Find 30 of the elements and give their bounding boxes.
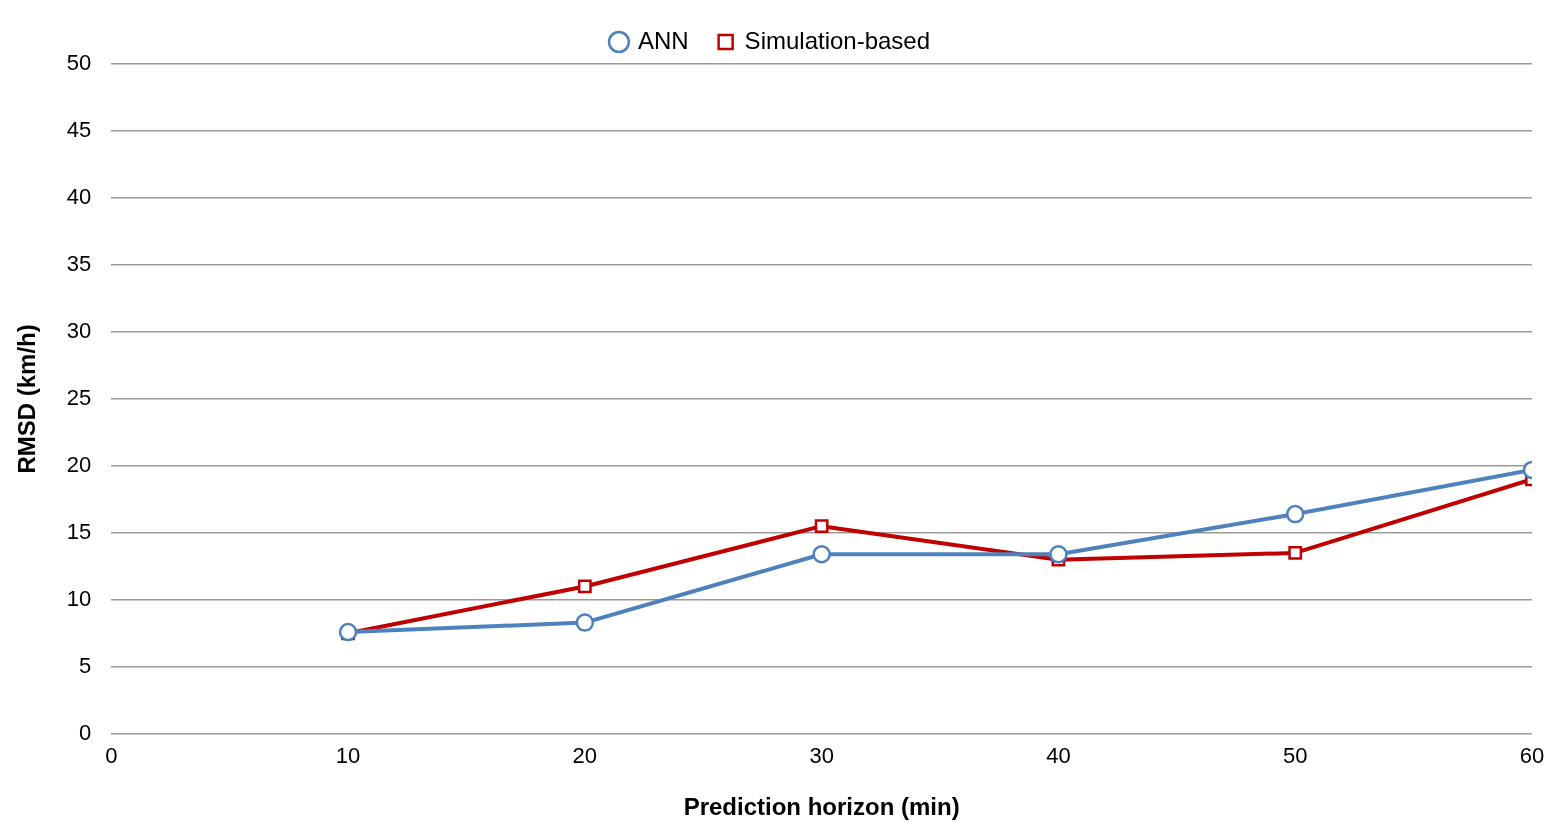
y-tick-label: 40 — [66, 184, 92, 210]
y-tick-label: 5 — [79, 652, 92, 678]
point — [1285, 504, 1305, 524]
y-tick-label: 30 — [66, 317, 92, 343]
y-tick-label: 20 — [66, 451, 92, 477]
x-tick-label: 30 — [809, 743, 834, 769]
x-tick-label: 20 — [572, 743, 598, 769]
x-tick-label: 60 — [1519, 743, 1545, 769]
y-tick-label: 35 — [66, 251, 92, 276]
point — [814, 519, 829, 534]
x-axis-title: Prediction horizon (min) — [683, 793, 960, 821]
y-tick-label: 45 — [66, 117, 92, 143]
x-tick-label: 10 — [335, 743, 361, 769]
point — [1288, 546, 1303, 560]
point — [575, 613, 595, 632]
y-tick-label: 50 — [66, 50, 92, 76]
legend-label: Simulation-based — [744, 26, 931, 54]
y-tick-label: 10 — [66, 585, 92, 611]
y-axis-title: RMSD (km/h) — [13, 324, 41, 474]
point — [1049, 545, 1068, 564]
point — [577, 579, 592, 594]
y-tick-label: 15 — [66, 518, 92, 544]
y-tick-label: 0 — [79, 719, 92, 745]
y-tick-label: 25 — [66, 384, 92, 410]
x-tick-label: 50 — [1282, 743, 1308, 769]
point — [812, 545, 831, 564]
legend-label: ANN — [637, 26, 689, 54]
x-tick-label: 0 — [105, 743, 118, 769]
x-tick-label: 40 — [1046, 743, 1071, 769]
point — [338, 622, 358, 642]
